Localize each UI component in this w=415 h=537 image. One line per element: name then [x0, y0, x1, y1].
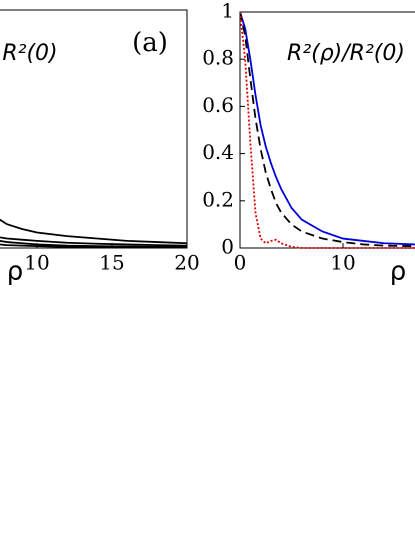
annotation: R²(ρ)/R²(0)	[287, 41, 405, 66]
plot-area	[0, 218, 187, 249]
x-axis-label: ρ	[7, 257, 24, 287]
y-tick-label: 0.4	[202, 140, 234, 164]
series-line	[240, 11, 415, 246]
series-line	[240, 11, 415, 249]
panel: 0 10 0 0.2 0.4 0.6 0.8 1 R²(ρ)/R²(0) ρ	[202, 0, 415, 287]
x-tick-label: 10	[330, 251, 355, 275]
panel: 10 15 20 R²(0) (a) ρ	[0, 9, 200, 287]
panel-label: (a)	[132, 28, 168, 58]
plot-area	[240, 11, 415, 249]
y-tick-label: 0.6	[202, 93, 234, 117]
series-line	[0, 236, 187, 247]
x-tick-label: 20	[174, 251, 199, 275]
y-tick-label: 0.8	[202, 46, 234, 70]
series-line	[240, 11, 415, 248]
x-tick-label: 0	[234, 251, 247, 275]
y-tick-label: 1	[221, 0, 234, 23]
series-line	[0, 243, 187, 249]
x-tick-label: 10	[24, 251, 49, 275]
series-line	[0, 218, 187, 245]
x-axis-label: ρ	[390, 257, 407, 287]
x-tick-label: 15	[99, 251, 124, 275]
y-tick-label: 0.2	[202, 187, 234, 211]
annotation: R²(0)	[2, 41, 57, 66]
y-tick-label: 0	[221, 235, 234, 259]
